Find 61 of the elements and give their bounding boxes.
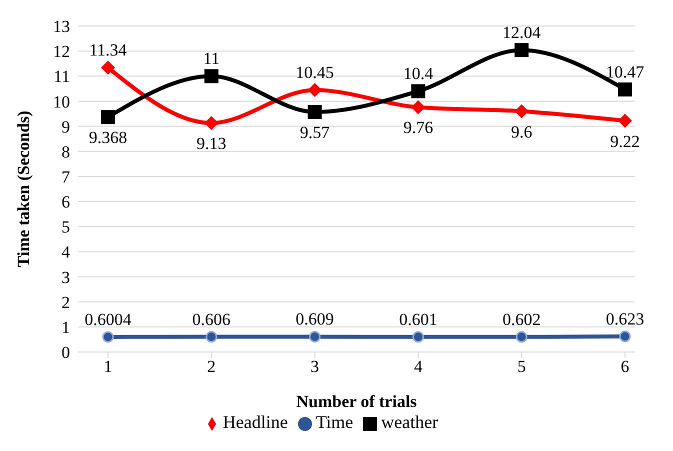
y-tick-label: 3 bbox=[62, 268, 70, 287]
data-label: 0.609 bbox=[296, 310, 334, 329]
data-label: 10.45 bbox=[296, 62, 334, 82]
x-axis-title: Number of trials bbox=[296, 392, 418, 411]
y-tick-label: 0 bbox=[62, 343, 70, 362]
data-label: 10.4 bbox=[403, 64, 434, 84]
y-tick-label: 1 bbox=[62, 318, 70, 337]
point bbox=[309, 330, 321, 342]
x-tick-label: 4 bbox=[414, 357, 423, 376]
point bbox=[204, 116, 218, 130]
data-label: 9.6 bbox=[510, 122, 532, 142]
y-tick-label: 4 bbox=[62, 242, 70, 262]
x-tick-label: 3 bbox=[310, 357, 320, 376]
x-tick-label: 1 bbox=[104, 357, 112, 376]
y-tick-label: 13 bbox=[53, 17, 70, 36]
data-label: 0.602 bbox=[502, 310, 541, 329]
y-tick-label: 5 bbox=[62, 218, 70, 237]
x-tick-label: 6 bbox=[620, 357, 630, 376]
y-tick-label: 10 bbox=[53, 92, 70, 112]
data-label: 0.606 bbox=[192, 310, 231, 329]
data-label: 0.623 bbox=[606, 309, 644, 328]
data-label: 9.57 bbox=[300, 123, 330, 142]
data-label: 9.13 bbox=[196, 134, 226, 154]
y-tick-label: 11 bbox=[54, 67, 70, 86]
data-label: 11 bbox=[203, 49, 220, 68]
x-tick-label: 5 bbox=[517, 357, 526, 376]
x-tick-label: 2 bbox=[207, 357, 216, 376]
y-tick-label: 8 bbox=[62, 142, 70, 162]
y-tick-label: 9 bbox=[62, 117, 70, 136]
point bbox=[101, 110, 115, 124]
legend-label: weather bbox=[381, 412, 438, 432]
legend-label: Headline bbox=[222, 412, 288, 432]
y-tick-label: 7 bbox=[62, 167, 70, 186]
data-label: 0.601 bbox=[399, 310, 438, 329]
point bbox=[101, 60, 115, 75]
point bbox=[516, 331, 528, 343]
y-axis-title: Time taken (Seconds) bbox=[14, 110, 34, 268]
point bbox=[514, 104, 529, 118]
data-label: 0.6004 bbox=[84, 310, 132, 329]
point bbox=[206, 331, 218, 343]
point bbox=[514, 43, 529, 58]
point bbox=[204, 69, 218, 84]
legend-label: Time bbox=[316, 412, 354, 432]
y-tick-label: 6 bbox=[62, 192, 70, 212]
point bbox=[308, 105, 322, 120]
point bbox=[412, 331, 424, 343]
point bbox=[411, 100, 426, 114]
point bbox=[618, 82, 632, 96]
y-tick-label: 12 bbox=[53, 42, 70, 62]
data-label: 11.34 bbox=[89, 40, 128, 60]
y-tick-label: 2 bbox=[62, 292, 70, 312]
point bbox=[618, 114, 632, 128]
point bbox=[411, 84, 426, 98]
data-label: 9.22 bbox=[610, 132, 640, 151]
data-label: 12.04 bbox=[502, 23, 542, 42]
data-label: 9.368 bbox=[88, 128, 128, 148]
data-label: 9.76 bbox=[403, 118, 434, 138]
point bbox=[308, 82, 322, 97]
point bbox=[619, 330, 631, 342]
data-label: 10.47 bbox=[606, 62, 645, 82]
point bbox=[102, 331, 114, 343]
